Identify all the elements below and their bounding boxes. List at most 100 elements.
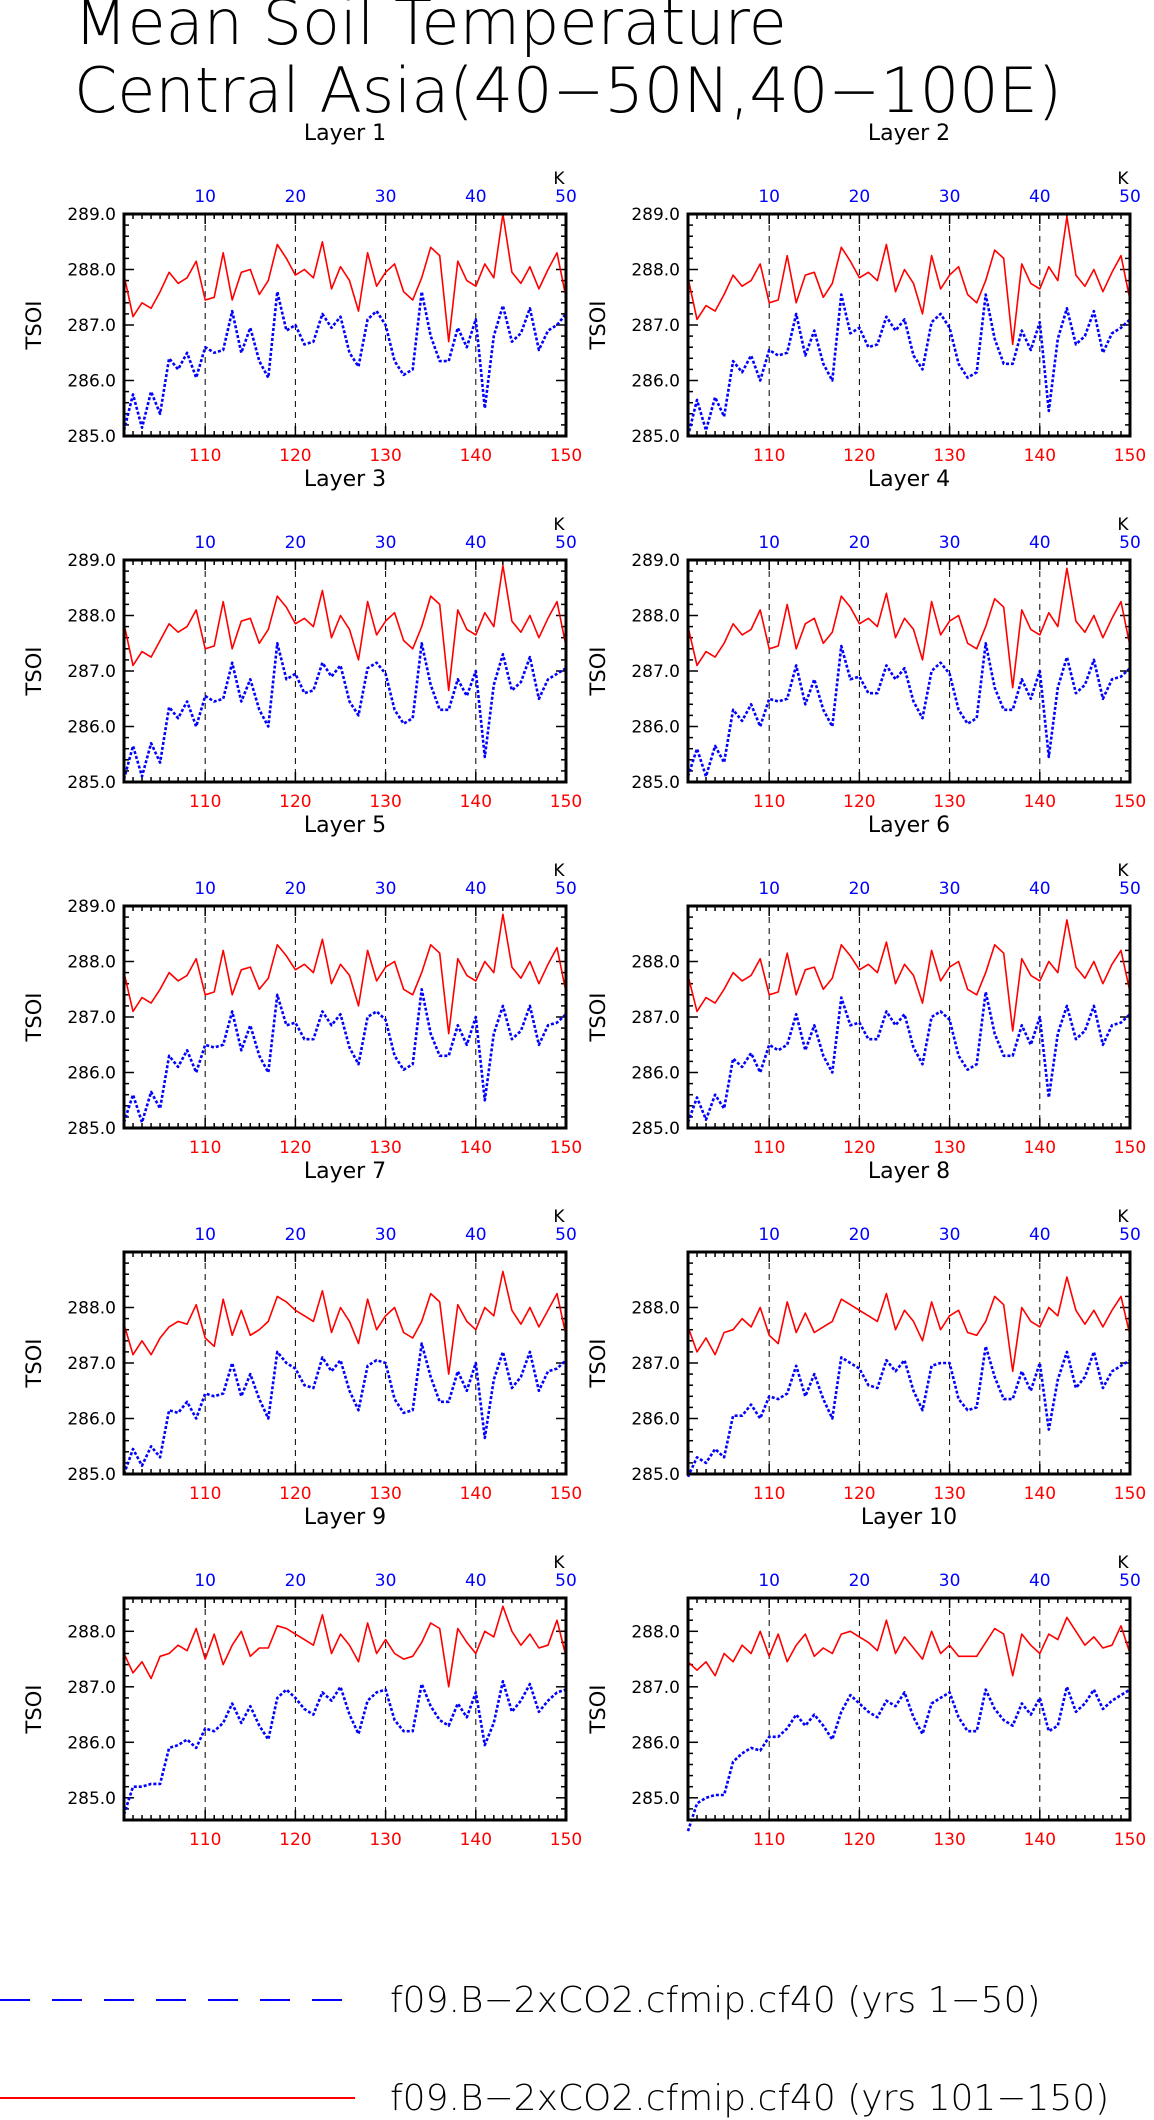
- top-axis-label: K: [553, 861, 565, 881]
- top-axis-label: K: [553, 1207, 565, 1227]
- x-tick-label-top: 30: [375, 1225, 397, 1245]
- x-tick-label-bottom: 120: [843, 446, 875, 466]
- x-tick-label-top: 50: [555, 187, 577, 207]
- y-tick-label: 288.0: [631, 1622, 680, 1642]
- y-tick-label: 285.0: [67, 1465, 116, 1485]
- x-tick-label-bottom: 150: [1114, 1484, 1146, 1504]
- series-line-yrs-101-150: [123, 913, 567, 1035]
- y-tick-label: 288.0: [67, 953, 116, 973]
- series-line-yrs-1-50: [122, 641, 567, 780]
- x-tick-label-top: 30: [375, 1571, 397, 1591]
- x-tick-label-bottom: 130: [369, 1138, 401, 1158]
- top-axis-label: K: [1117, 515, 1129, 535]
- x-tick-label-bottom: 140: [460, 792, 492, 812]
- plot-frame: [686, 904, 1132, 1130]
- top-axis-label: K: [1117, 169, 1129, 189]
- x-tick-label-bottom: 120: [279, 1484, 311, 1504]
- plot-frame: [122, 212, 568, 438]
- panel-title: Layer 10: [861, 1505, 957, 1530]
- series-line-yrs-1-50: [686, 293, 1131, 437]
- x-tick-label-top: 40: [1029, 1571, 1051, 1591]
- x-tick-label-bottom: 140: [1024, 1138, 1056, 1158]
- x-tick-label-top: 50: [1119, 879, 1141, 899]
- x-tick-label-top: 10: [758, 1571, 780, 1591]
- x-tick-label-bottom: 140: [460, 1484, 492, 1504]
- y-tick-label: 287.0: [631, 1678, 680, 1698]
- x-tick-label-top: 30: [375, 879, 397, 899]
- x-tick-label-bottom: 150: [1114, 1830, 1146, 1850]
- plot-frame: [686, 1250, 1132, 1476]
- panel-layer-7: Layer 7 110 120 130 140 150 10 20 30 40 50K 285.0 28…: [22, 1159, 582, 1504]
- top-axis-label: K: [553, 169, 565, 189]
- x-tick-label-top: 30: [939, 187, 961, 207]
- y-tick-label: 288.0: [67, 1299, 116, 1319]
- y-tick-label: 285.0: [67, 1789, 116, 1809]
- x-tick-label-top: 30: [375, 187, 397, 207]
- plot-frame: [122, 1596, 568, 1822]
- x-tick-label-bottom: 130: [933, 1484, 965, 1504]
- y-tick-label: 287.0: [67, 1354, 116, 1374]
- x-tick-label-top: 20: [849, 1225, 871, 1245]
- x-tick-label-bottom: 140: [460, 1830, 492, 1850]
- x-tick-label-top: 50: [1119, 187, 1141, 207]
- panel-title: Layer 6: [868, 813, 950, 838]
- series-line-yrs-101-150: [123, 564, 567, 692]
- y-tick-label: 288.0: [67, 607, 116, 627]
- x-tick-label-bottom: 110: [189, 1830, 221, 1850]
- panel-layer-4: Layer 4 110 120 130 140 150 10 20 30 40 50K 285.0 28…: [586, 467, 1146, 812]
- plot-frame: [122, 1250, 568, 1476]
- x-tick-label-top: 40: [1029, 1225, 1051, 1245]
- x-tick-label-bottom: 110: [189, 792, 221, 812]
- x-tick-label-bottom: 120: [843, 1830, 875, 1850]
- y-tick-label: 286.0: [67, 1410, 116, 1430]
- y-tick-label: 289.0: [631, 551, 680, 571]
- panel-layer-10: Layer 10 110 120 130 140 150 10 20 30 40 50K 285.0 2…: [586, 1505, 1146, 1850]
- y-tick-label: 286.0: [631, 1733, 680, 1753]
- series-line-yrs-101-150: [687, 216, 1131, 346]
- y-axis-label: TSOI: [586, 301, 610, 351]
- x-tick-label-bottom: 150: [550, 1830, 582, 1850]
- y-axis-label: TSOI: [22, 301, 46, 351]
- y-tick-label: 286.0: [631, 1064, 680, 1084]
- legend-label-yrs-101-150: f09.B−2xCO2.cfmip.cf40 (yrs 101−150): [390, 2078, 1109, 2119]
- y-tick-label: 285.0: [67, 773, 116, 793]
- x-tick-label-top: 50: [1119, 1225, 1141, 1245]
- series-line-yrs-101-150: [123, 213, 567, 343]
- x-tick-label-top: 50: [1119, 1571, 1141, 1591]
- y-tick-label: 289.0: [67, 205, 116, 225]
- y-tick-label: 285.0: [631, 1789, 680, 1809]
- y-tick-label: 289.0: [67, 897, 116, 917]
- y-tick-label: 288.0: [67, 1622, 116, 1642]
- y-tick-label: 288.0: [631, 261, 680, 281]
- y-tick-label: 287.0: [67, 1008, 116, 1028]
- y-tick-label: 286.0: [67, 1733, 116, 1753]
- panel-layer-6: Layer 6 110 120 130 140 150 10 20 30 40 50K 285.0 28…: [586, 813, 1146, 1158]
- y-tick-label: 285.0: [631, 427, 680, 447]
- y-tick-label: 289.0: [631, 205, 680, 225]
- plot-frame: [122, 904, 568, 1130]
- x-tick-label-top: 20: [285, 187, 307, 207]
- panel-title: Layer 8: [868, 1159, 950, 1184]
- top-axis-label: K: [1117, 1553, 1129, 1573]
- series-line-yrs-101-150: [687, 1616, 1131, 1677]
- x-tick-label-top: 20: [285, 1225, 307, 1245]
- x-tick-label-top: 10: [194, 879, 216, 899]
- x-tick-label-top: 30: [939, 879, 961, 899]
- series-line-yrs-101-150: [687, 1276, 1131, 1373]
- x-tick-label-top: 10: [194, 1571, 216, 1591]
- x-tick-label-bottom: 120: [279, 446, 311, 466]
- panel-title: Layer 4: [868, 467, 950, 492]
- x-tick-label-top: 10: [758, 533, 780, 553]
- y-tick-label: 285.0: [631, 1119, 680, 1139]
- panel-title: Layer 2: [868, 121, 950, 146]
- series-line-yrs-101-150: [687, 567, 1131, 689]
- x-tick-label-bottom: 140: [1024, 1484, 1056, 1504]
- x-tick-label-bottom: 140: [460, 446, 492, 466]
- x-tick-label-top: 30: [375, 533, 397, 553]
- panel-title: Layer 1: [304, 121, 386, 146]
- x-tick-label-top: 20: [285, 1571, 307, 1591]
- x-tick-label-bottom: 130: [933, 446, 965, 466]
- series-line-yrs-101-150: [123, 1270, 567, 1375]
- y-tick-label: 285.0: [67, 1119, 116, 1139]
